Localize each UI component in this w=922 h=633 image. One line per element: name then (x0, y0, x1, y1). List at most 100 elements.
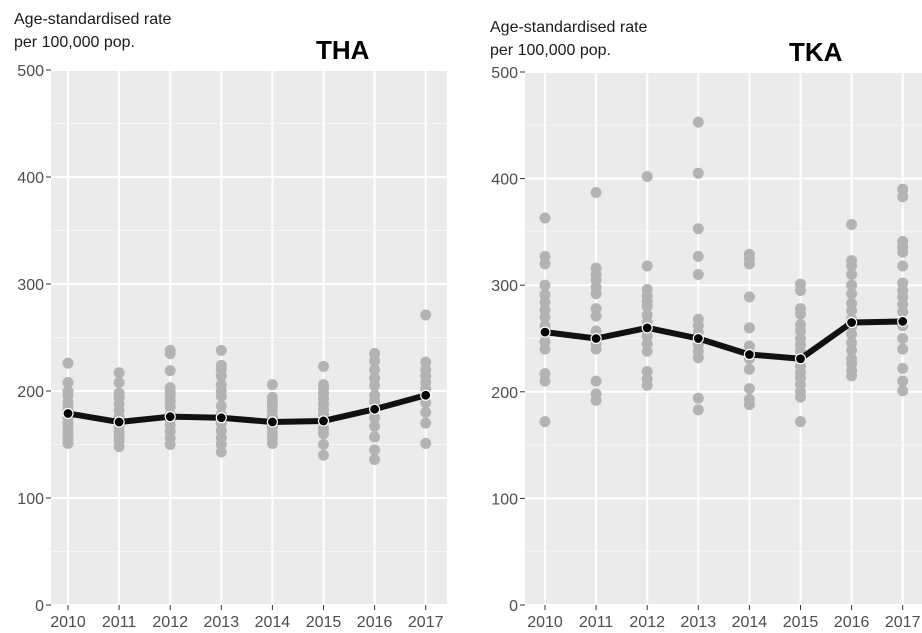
data-point (795, 308, 806, 320)
data-point (164, 439, 176, 450)
data-point (369, 420, 381, 432)
data-point (113, 441, 125, 453)
data-point (692, 392, 704, 404)
x-tick-label: 2014 (255, 614, 291, 631)
data-point (846, 279, 858, 291)
data-point (897, 333, 909, 344)
x-tick-label: 2010 (50, 614, 86, 631)
trend-point (113, 416, 125, 428)
y-tick-label: 400 (491, 172, 518, 189)
data-point (897, 260, 909, 272)
data-point (113, 367, 125, 379)
y-tick-label: 300 (17, 277, 44, 294)
data-point (318, 428, 329, 440)
data-point (846, 288, 858, 300)
data-point (590, 288, 602, 300)
trend-line (542, 318, 906, 362)
y-tick-label: 500 (491, 65, 518, 82)
x-tick-label: 2013 (681, 614, 717, 631)
data-point (420, 437, 432, 449)
data-point (897, 362, 909, 374)
trend-point (164, 411, 176, 423)
tha-plot-area: 0 100 200 300 400 500 2010 2011 2012 2013 2014 2015… (17, 63, 447, 631)
tka-plot-area: 0 100 200 300 400 500 2010 2011 2012 2013 2014 2015… (491, 65, 922, 631)
y-tick-label: 400 (17, 170, 44, 187)
data-point (62, 376, 74, 388)
y-tick-label: 200 (17, 384, 44, 401)
data-point (318, 439, 329, 450)
y-tick-label: 100 (17, 491, 44, 508)
trend-point (641, 322, 653, 334)
data-point (743, 258, 755, 270)
data-point (369, 355, 381, 367)
trend-point (266, 416, 278, 428)
data-point (641, 170, 653, 182)
data-point (62, 357, 74, 369)
data-point (846, 370, 858, 382)
data-point (846, 260, 858, 272)
data-point (641, 379, 653, 391)
data-point (369, 431, 381, 443)
data-point (897, 343, 909, 355)
y-axis-label-line1: Age-standardised rate (14, 11, 172, 28)
x-tick-label: 2014 (732, 614, 768, 631)
x-tick-label: 2011 (579, 614, 614, 631)
x-tick-label: 2012 (629, 614, 665, 631)
y-tick-label: 300 (491, 278, 518, 295)
data-point (846, 328, 858, 340)
chart-title: TKA (789, 37, 843, 67)
trend-point (692, 332, 704, 345)
data-point (539, 311, 551, 323)
y-axis-label-line2: per 100,000 pop. (490, 42, 611, 59)
data-point (795, 416, 806, 428)
data-point (692, 167, 704, 179)
y-tick-label: 0 (509, 598, 518, 615)
trend-point (794, 353, 807, 365)
y-tick-label: 200 (491, 385, 518, 402)
data-point (897, 375, 909, 387)
x-tick-label: 2016 (357, 614, 393, 631)
data-point (318, 449, 329, 461)
y-tick-label: 500 (17, 63, 44, 80)
trend-point (369, 403, 381, 415)
data-point (590, 310, 602, 322)
data-point (539, 375, 551, 387)
data-point (897, 191, 909, 203)
data-point (420, 417, 432, 429)
data-point (215, 446, 227, 458)
data-point (215, 344, 227, 356)
x-tick-label: 2017 (885, 614, 921, 631)
data-point (641, 345, 653, 357)
data-point (590, 394, 602, 406)
data-point (692, 404, 704, 416)
y-tick-label: 100 (491, 491, 518, 508)
data-point (897, 385, 909, 397)
data-point (420, 406, 432, 418)
data-point (743, 291, 755, 303)
data-point (590, 375, 602, 387)
data-point (846, 344, 858, 356)
data-point (539, 416, 551, 428)
data-point (743, 399, 755, 411)
trend-point (539, 326, 551, 338)
data-point (164, 348, 176, 360)
data-point (369, 444, 381, 456)
x-tick-label: 2015 (783, 614, 819, 631)
data-point (369, 453, 381, 465)
chart-title: THA (316, 35, 370, 65)
data-point (692, 269, 704, 281)
trend-point (62, 407, 74, 420)
y-axis-label-line2: per 100,000 pop. (14, 34, 135, 51)
y-axis-label-line1: Age-standardised rate (490, 19, 648, 36)
trend-point (897, 315, 909, 328)
data-point (743, 363, 755, 375)
data-point (897, 246, 909, 258)
data-point (318, 360, 329, 372)
tha-chart-panel: Age-standardised rate per 100,000 pop. T… (14, 11, 447, 631)
data-point (369, 380, 381, 392)
trend-point (846, 316, 858, 329)
data-point (539, 343, 551, 355)
data-point (692, 352, 704, 364)
trend-point (743, 348, 755, 361)
data-point (897, 306, 909, 318)
